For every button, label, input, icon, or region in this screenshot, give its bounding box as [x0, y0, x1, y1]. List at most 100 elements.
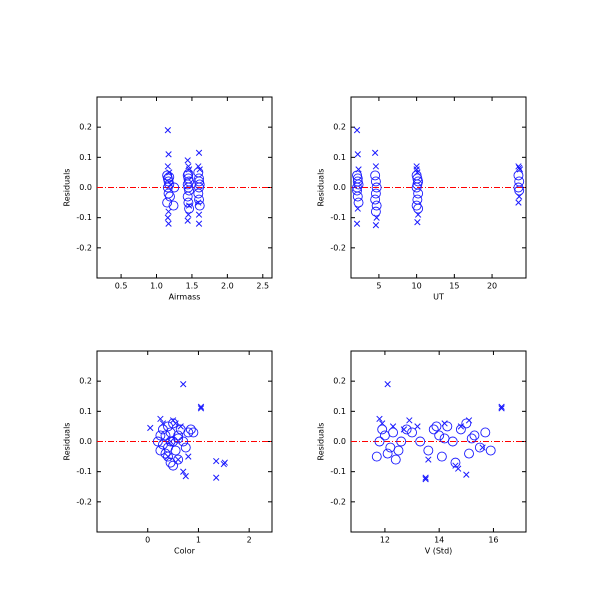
cross-point	[479, 444, 486, 451]
circle-point	[194, 194, 204, 205]
y-tick-label: 0.1	[333, 153, 346, 162]
y-tick-label: -0.2	[76, 243, 92, 252]
cross-point	[516, 166, 524, 173]
y-tick-label: 0.2	[333, 377, 346, 386]
circle-point	[163, 421, 173, 432]
circle-point	[442, 421, 453, 432]
circle-point	[370, 170, 381, 181]
circle-point	[371, 182, 382, 193]
circle-point	[193, 188, 204, 199]
y-tick-label: 0.1	[79, 153, 92, 162]
cross-point	[373, 214, 380, 221]
cross-point	[354, 205, 361, 212]
y-tick-label: 0.2	[79, 123, 92, 132]
circle-point	[396, 436, 407, 447]
y-axis-label: Residuals	[317, 169, 326, 207]
circle-point	[423, 445, 434, 456]
cross-point	[414, 211, 422, 218]
circle-point	[352, 182, 362, 193]
cross-point	[167, 181, 174, 188]
circle-point	[160, 448, 171, 459]
x-tick-label: 2	[247, 536, 252, 545]
circle-point	[401, 424, 412, 435]
cross-point	[498, 405, 505, 412]
circle-point	[480, 427, 491, 438]
x-axis-label: UT	[433, 293, 444, 302]
y-tick-label: 0.0	[79, 183, 92, 192]
circle-point	[169, 182, 180, 193]
cross-point	[455, 465, 462, 472]
cross-point	[389, 423, 397, 430]
circle-point	[390, 454, 401, 465]
cross-point	[165, 151, 172, 158]
cross-point	[465, 417, 473, 424]
cross-point	[165, 208, 172, 215]
circle-point	[464, 448, 474, 459]
circle-point	[188, 427, 199, 438]
cross-point	[197, 403, 205, 410]
circle-point	[152, 436, 163, 447]
circle-point	[374, 436, 385, 447]
y-tick-label: -0.2	[76, 497, 92, 506]
cross-point	[175, 456, 182, 463]
circle-point	[194, 182, 204, 193]
y-tick-label: 0.1	[79, 407, 92, 416]
cross-point	[213, 474, 220, 481]
cross-point	[379, 420, 386, 427]
circle-point	[178, 436, 189, 447]
x-tick-label: 20	[487, 282, 497, 291]
cross-point	[414, 219, 421, 226]
circle-point	[428, 424, 439, 435]
circle-point	[434, 430, 445, 441]
y-tick-label: 0.2	[79, 377, 92, 386]
x-axis-label: V (Std)	[425, 547, 453, 556]
cross-point	[185, 166, 193, 173]
circle-point	[183, 427, 194, 438]
circle-point	[370, 194, 381, 205]
cross-point	[180, 381, 187, 388]
circle-point	[461, 418, 472, 429]
y-tick-label: 0.0	[333, 437, 346, 446]
x-tick-label: 0.5	[115, 282, 128, 291]
cross-point	[422, 476, 429, 483]
circle-point	[162, 182, 173, 193]
cross-point	[413, 166, 420, 173]
circle-point	[436, 451, 447, 462]
cross-point	[422, 474, 429, 481]
circle-point	[173, 430, 184, 441]
circle-point	[371, 451, 382, 462]
circle-point	[160, 430, 171, 441]
circle-point	[173, 454, 184, 465]
circle-point	[393, 445, 404, 456]
y-axis-label: Residuals	[317, 423, 326, 461]
y-tick-label: -0.1	[330, 213, 346, 222]
cross-point	[353, 220, 361, 227]
circle-point	[388, 427, 399, 438]
cross-point	[195, 149, 203, 156]
cross-point	[164, 214, 172, 221]
circle-point	[431, 421, 442, 432]
cross-point	[185, 453, 192, 460]
circle-point	[184, 185, 195, 196]
cross-point	[372, 163, 380, 170]
x-tick-label: 10	[412, 282, 422, 291]
y-tick-label: 0.1	[333, 407, 346, 416]
circle-point	[407, 427, 417, 438]
x-tick-label: 1	[196, 536, 201, 545]
cross-point	[184, 157, 191, 164]
circle-point	[168, 200, 179, 211]
circle-point	[180, 442, 191, 453]
x-tick-label: 0	[145, 536, 150, 545]
circle-point	[185, 424, 196, 435]
cross-point	[166, 169, 173, 176]
circle-point	[371, 200, 382, 211]
x-tick-label: 1.5	[186, 282, 199, 291]
cross-point	[165, 220, 172, 227]
x-tick-label: 16	[488, 536, 498, 545]
circle-point	[385, 442, 396, 453]
cross-point	[221, 459, 228, 466]
cross-point	[376, 415, 383, 423]
circle-point	[165, 191, 175, 202]
cross-point	[164, 453, 172, 460]
